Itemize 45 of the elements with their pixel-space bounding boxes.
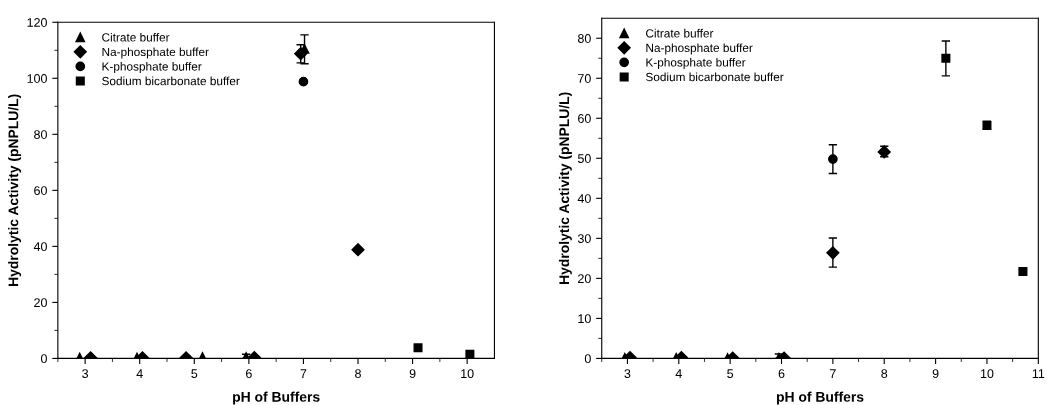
x-tick-label: 10 <box>461 369 474 379</box>
x-tick-label: 3 <box>82 369 89 379</box>
x-tick-label: 11 <box>1032 369 1045 378</box>
legend-label: Citrate buffer <box>646 28 714 38</box>
legend-label: Citrate buffer <box>102 32 170 42</box>
y-tick-label: 30 <box>577 234 591 244</box>
x-tick-label: 4 <box>136 369 143 378</box>
x-tick-label: 9 <box>932 369 939 379</box>
x-tick-label: 4 <box>675 369 682 378</box>
x-tick-label: 7 <box>300 369 307 378</box>
y-tick-label: 0 <box>584 354 591 364</box>
y-tick-label: 60 <box>34 186 47 195</box>
x-tick-label: 7 <box>830 369 836 378</box>
x-tick-label: 3 <box>624 369 631 379</box>
x-tick-label: 6 <box>246 369 252 379</box>
x-tick-label: 8 <box>355 369 361 379</box>
legend-label: Na-phosphate buffer <box>646 43 753 55</box>
x-tick-label: 5 <box>727 369 734 379</box>
y-tick-label: 100 <box>27 74 47 83</box>
y-tick-label: 0 <box>40 354 47 364</box>
x-tick-label: 9 <box>409 369 416 379</box>
y-tick-label: 10 <box>578 314 591 324</box>
legend-label: K-phosphate buffer <box>646 57 746 69</box>
y-tick-label: 50 <box>577 154 591 163</box>
y-axis-title: Hydrolytic Activity (pNPLU/L) <box>558 92 572 284</box>
y-tick-label: 80 <box>577 34 591 43</box>
x-axis-title: pH of Buffers <box>776 391 864 405</box>
y-tick-label: 20 <box>578 274 591 284</box>
legend-label: K-phosphate buffer <box>102 61 202 73</box>
y-axis-title: Hydrolytic Activity (pNPLU/L) <box>8 94 22 286</box>
x-tick-label: 8 <box>881 369 888 379</box>
x-tick-label: 6 <box>778 369 785 379</box>
y-tick-label: 20 <box>34 298 47 308</box>
y-tick-label: 120 <box>27 18 47 27</box>
y-tick-label: 80 <box>34 130 47 139</box>
legend-label: Sodium bicarbonate buffer <box>645 72 784 82</box>
x-tick-label: 5 <box>191 369 198 379</box>
y-tick-label: 70 <box>578 74 591 83</box>
legend-label: Na-phosphate buffer <box>102 47 209 59</box>
legend-label: Sodium bicarbonate buffer <box>102 76 240 86</box>
y-tick-label: 60 <box>578 114 591 123</box>
x-axis-title: pH of Buffers <box>233 391 320 405</box>
y-tick-label: 40 <box>33 242 47 252</box>
y-tick-label: 40 <box>577 194 591 203</box>
x-tick-label: 10 <box>980 369 994 379</box>
